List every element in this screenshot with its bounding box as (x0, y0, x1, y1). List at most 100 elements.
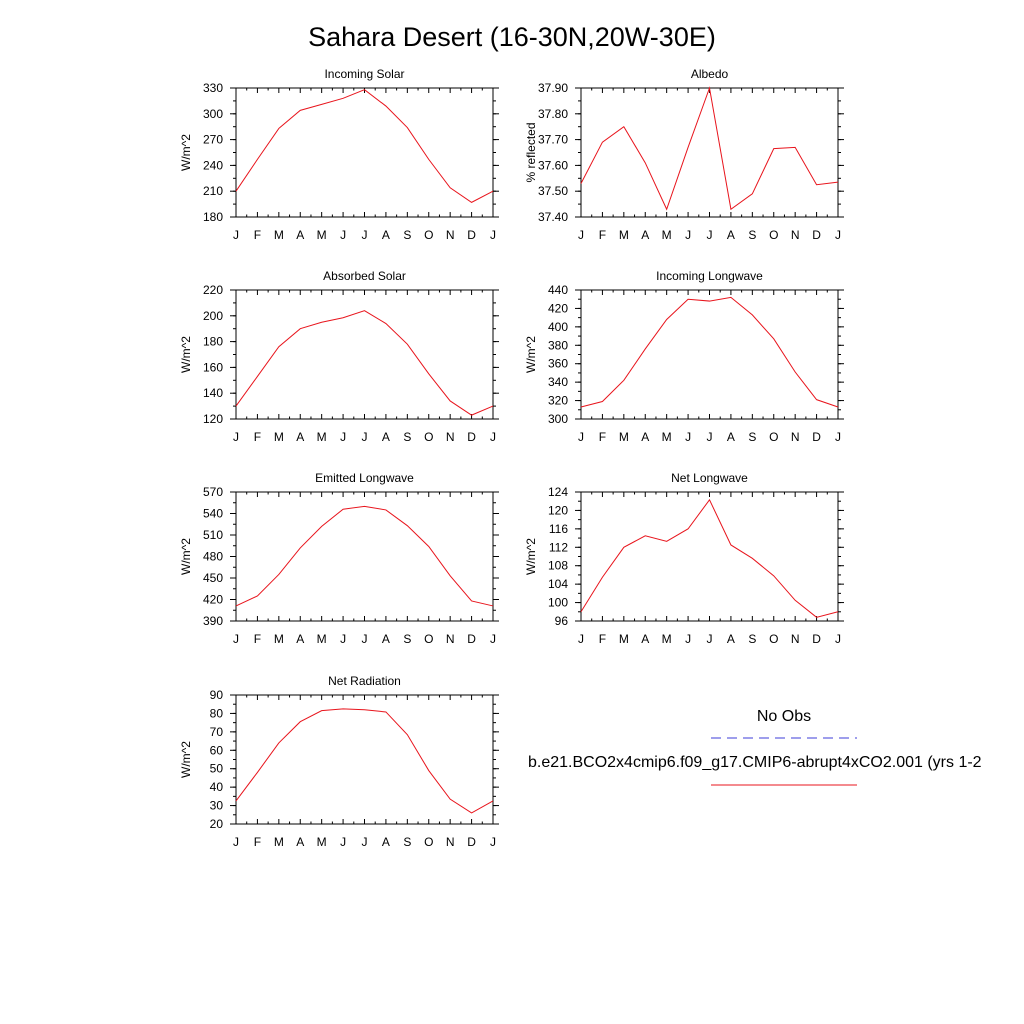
x-tick-label: J (490, 835, 496, 849)
x-tick-label: A (296, 835, 304, 849)
y-tick-label: 100 (548, 596, 568, 610)
x-tick-label: J (233, 632, 239, 646)
x-tick-label: D (812, 632, 821, 646)
x-tick-label: N (791, 430, 800, 444)
y-tick-label: 420 (203, 593, 223, 607)
x-tick-label: F (599, 228, 606, 242)
y-tick-label: 116 (549, 522, 568, 536)
x-tick-label: M (274, 430, 284, 444)
x-tick-label: O (424, 228, 433, 242)
y-tick-label: 160 (203, 360, 223, 374)
y-axis-label: % reflected (524, 122, 538, 182)
x-tick-label: O (424, 835, 433, 849)
y-axis-label: W/m^2 (179, 741, 193, 778)
x-tick-label: J (233, 430, 239, 444)
x-tick-label: J (685, 632, 691, 646)
panel-title: Incoming Solar (324, 67, 404, 81)
x-tick-label: D (812, 430, 821, 444)
y-tick-label: 450 (203, 571, 223, 585)
x-tick-label: A (296, 430, 304, 444)
x-tick-label: A (641, 228, 649, 242)
y-tick-label: 390 (203, 614, 223, 628)
x-tick-label: M (274, 228, 284, 242)
plot-frame (235, 491, 494, 622)
y-tick-label: 300 (548, 412, 568, 426)
x-tick-label: M (662, 430, 672, 444)
y-tick-label: 70 (210, 725, 224, 739)
y-tick-label: 180 (203, 210, 223, 224)
x-tick-label: D (467, 228, 476, 242)
y-tick-label: 37.80 (538, 107, 568, 121)
plot-frame (235, 289, 494, 420)
x-tick-label: N (446, 632, 455, 646)
x-tick-label: A (296, 632, 304, 646)
x-tick-label: N (446, 430, 455, 444)
x-tick-label: J (835, 228, 841, 242)
y-tick-label: 320 (548, 394, 568, 408)
plot-frame (235, 87, 494, 218)
y-tick-label: 200 (203, 309, 223, 323)
panel-title: Net Radiation (328, 674, 401, 688)
x-tick-label: A (382, 835, 390, 849)
x-tick-label: S (403, 632, 411, 646)
plot-frame (235, 694, 494, 825)
y-tick-label: 50 (210, 762, 224, 776)
x-tick-label: A (382, 632, 390, 646)
y-tick-label: 104 (548, 577, 568, 591)
y-axis-label: W/m^2 (179, 538, 193, 575)
x-tick-label: O (769, 632, 778, 646)
y-tick-label: 270 (203, 133, 223, 147)
x-tick-label: D (467, 632, 476, 646)
series-line (580, 498, 839, 618)
x-tick-label: O (424, 430, 433, 444)
panel-title: Emitted Longwave (315, 471, 414, 485)
panel-title: Net Longwave (671, 471, 748, 485)
y-tick-label: 340 (548, 375, 568, 389)
x-tick-label: F (599, 632, 606, 646)
x-tick-label: S (748, 632, 756, 646)
y-axis-label: W/m^2 (179, 336, 193, 373)
y-tick-label: 380 (548, 338, 568, 352)
series-line (235, 708, 494, 814)
x-tick-label: J (578, 430, 584, 444)
y-tick-label: 480 (203, 550, 223, 564)
plot-frame (580, 491, 839, 622)
y-tick-label: 240 (203, 158, 223, 172)
x-tick-label: M (317, 632, 327, 646)
y-tick-label: 140 (203, 386, 223, 400)
x-tick-label: S (403, 835, 411, 849)
x-tick-label: J (340, 228, 346, 242)
x-tick-label: D (467, 835, 476, 849)
x-tick-label: J (578, 632, 584, 646)
x-tick-label: J (233, 228, 239, 242)
x-tick-label: J (835, 632, 841, 646)
x-tick-label: A (727, 632, 735, 646)
figure-title: Sahara Desert (16-30N,20W-30E) (308, 22, 716, 52)
y-tick-label: 96 (555, 614, 569, 628)
x-tick-label: A (727, 430, 735, 444)
series-line (235, 89, 494, 203)
x-tick-label: A (382, 228, 390, 242)
y-tick-label: 400 (548, 320, 568, 334)
x-tick-label: O (769, 228, 778, 242)
x-tick-label: N (446, 835, 455, 849)
y-tick-label: 540 (203, 507, 223, 521)
panel-title: Incoming Longwave (656, 269, 763, 283)
y-tick-label: 124 (548, 485, 568, 499)
x-tick-label: J (340, 430, 346, 444)
x-tick-label: J (707, 228, 713, 242)
legend: No Obs b.e21.BCO2x4cmip6.f09_g17.CMIP6-a… (528, 708, 982, 786)
x-tick-label: J (578, 228, 584, 242)
legend-obs-label: No Obs (757, 708, 811, 725)
x-tick-label: N (446, 228, 455, 242)
x-tick-label: J (490, 632, 496, 646)
y-tick-label: 80 (210, 706, 224, 720)
x-tick-label: N (791, 228, 800, 242)
